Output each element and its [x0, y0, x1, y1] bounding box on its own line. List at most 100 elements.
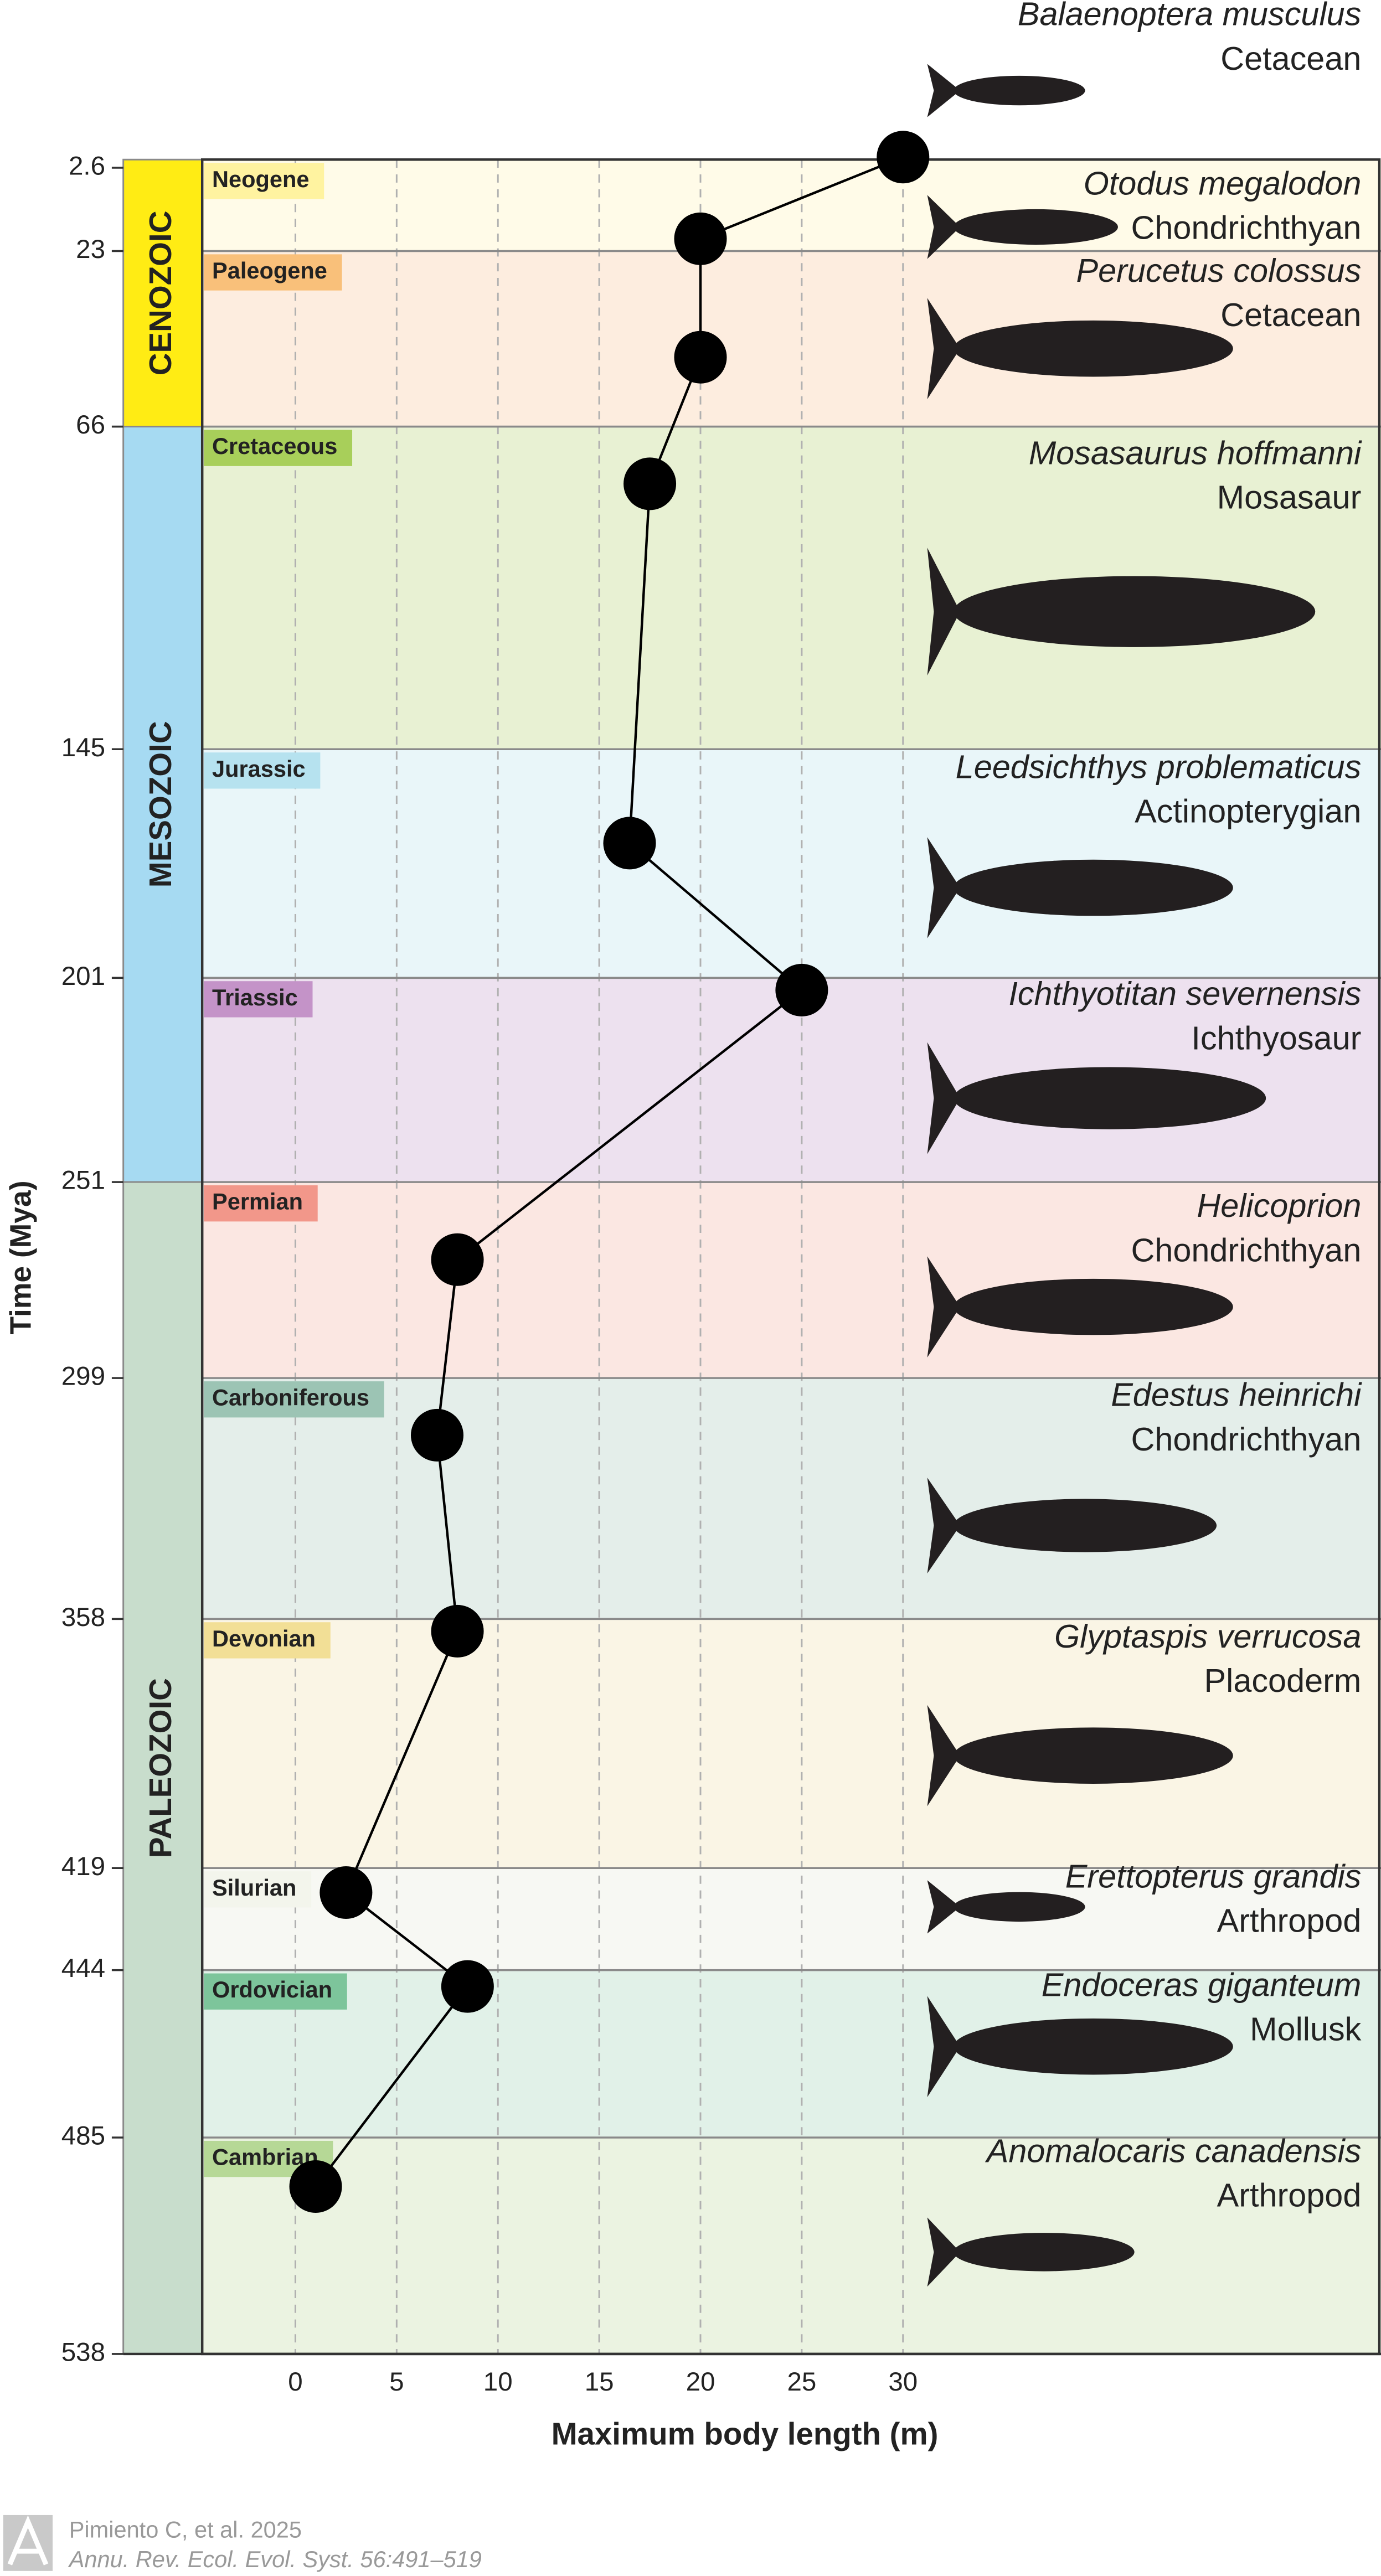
data-point	[877, 131, 930, 184]
silhouette-body	[954, 1499, 1217, 1552]
period-band	[202, 159, 1381, 251]
animal-silhouette	[927, 837, 1233, 938]
silhouette-tail	[927, 837, 960, 938]
animal-silhouette	[927, 2217, 1135, 2287]
y-tick-label: 145	[61, 733, 105, 762]
species-name: Otodus megalodon	[1084, 164, 1362, 202]
period-label-bg	[204, 1381, 384, 1418]
species-name: Mosasaurus hoffmanni	[1029, 434, 1362, 471]
data-point	[674, 331, 727, 384]
period-label: Permian	[212, 1189, 303, 1215]
x-tick-label: 30	[888, 2367, 918, 2397]
era-bar	[122, 426, 203, 1183]
silhouette-tail	[927, 64, 960, 117]
silhouette-tail	[927, 1705, 960, 1806]
silhouette-body	[954, 1727, 1233, 1784]
silhouette-body	[954, 859, 1233, 916]
group-name: Chondrichthyan	[1131, 1231, 1361, 1268]
y-tick-label: 66	[76, 410, 105, 440]
animal-silhouette	[927, 1477, 1217, 1574]
x-tick-label: 15	[585, 2367, 614, 2397]
group-name: Actinopterygian	[1135, 793, 1361, 830]
group-name: Chondrichthyan	[1131, 1421, 1361, 1458]
data-point	[603, 817, 656, 870]
animal-silhouette	[927, 1880, 1085, 1934]
group-name: Placoderm	[1204, 1662, 1362, 1699]
y-tick-label: 23	[76, 235, 105, 264]
group-name: Cetacean	[1220, 40, 1361, 77]
silhouette-body	[954, 320, 1233, 377]
era-bar	[122, 1181, 203, 2355]
silhouette-body	[954, 75, 1085, 106]
silhouette-body	[954, 2233, 1135, 2272]
animal-silhouette	[927, 298, 1233, 400]
y-tick-label: 2.6	[69, 152, 105, 181]
x-tick-label: 5	[389, 2367, 404, 2397]
data-point	[674, 212, 727, 265]
era-label: PALEOZOIC	[143, 1678, 178, 1858]
silhouette-tail	[927, 548, 960, 676]
animal-silhouette	[927, 1256, 1233, 1358]
silhouette-tail	[927, 1880, 960, 1934]
species-name: Endoceras giganteum	[1042, 1966, 1362, 2004]
period-band	[202, 1378, 1381, 1619]
source-line: Pimiento C, et al. 2025	[69, 2517, 302, 2543]
silhouette-tail	[927, 1256, 960, 1358]
x-tick-label: 20	[686, 2367, 715, 2397]
y-axis-title: Time (Mya)	[5, 1180, 38, 1334]
animal-silhouette	[927, 1996, 1233, 2098]
x-axis-title: Maximum body length (m)	[552, 2416, 939, 2451]
period-label: Silurian	[212, 1875, 296, 1901]
era-label: MESOZOIC	[143, 721, 178, 887]
data-point	[289, 2160, 342, 2213]
publisher-logo	[3, 2515, 53, 2571]
period-label-bg	[204, 430, 353, 466]
species-name: Edestus heinrichi	[1111, 1376, 1362, 1413]
y-tick-label: 251	[61, 1166, 105, 1195]
animal-silhouette	[927, 1705, 1233, 1806]
silhouette-tail	[927, 1042, 960, 1154]
period-label-bg	[204, 163, 324, 199]
period-band	[202, 2138, 1381, 2354]
data-point	[623, 457, 677, 510]
animal-silhouette	[927, 195, 1118, 259]
silhouette-tail	[927, 1477, 960, 1574]
data-point	[775, 963, 828, 1016]
period-label-bg	[204, 1973, 347, 2010]
period-label: Ordovician	[212, 1976, 332, 2002]
period-label: Devonian	[212, 1625, 316, 1651]
period-band	[202, 1182, 1381, 1379]
period-label: Neogene	[212, 166, 309, 192]
y-tick-label: 419	[61, 1852, 105, 1881]
y-tick-label: 299	[61, 1362, 105, 1391]
period-band	[202, 749, 1381, 978]
period-label-bg	[204, 1871, 312, 1908]
era-bar	[122, 158, 203, 428]
era-label: CENOZOIC	[143, 211, 178, 376]
group-name: Arthropod	[1217, 2177, 1362, 2214]
group-name: Cetacean	[1220, 296, 1361, 333]
x-tick-label: 10	[483, 2367, 513, 2397]
y-tick-label: 444	[61, 1954, 105, 1983]
species-name: Glyptaspis verrucosa	[1054, 1618, 1361, 1655]
silhouette-body	[954, 576, 1316, 647]
animal-silhouette	[927, 1042, 1266, 1154]
silhouette-body	[954, 1067, 1266, 1129]
x-tick-label: 25	[787, 2367, 816, 2397]
silhouette-tail	[927, 298, 960, 400]
species-name: Ichthyotitan severnensis	[1008, 975, 1361, 1012]
animal-silhouette	[927, 548, 1316, 676]
period-label-bg	[204, 254, 342, 291]
silhouette-tail	[927, 1996, 960, 2098]
silhouette-body	[954, 209, 1118, 245]
period-label-bg	[204, 752, 321, 789]
species-name: Helicoprion	[1197, 1187, 1361, 1224]
y-tick-label: 538	[61, 2337, 105, 2367]
data-point	[441, 1960, 494, 2013]
group-name: Chondrichthyan	[1131, 209, 1361, 246]
species-name: Balaenoptera musculus	[1018, 0, 1362, 33]
data-point	[431, 1604, 484, 1658]
silhouette-body	[954, 1892, 1085, 1922]
period-band	[202, 1868, 1381, 1970]
